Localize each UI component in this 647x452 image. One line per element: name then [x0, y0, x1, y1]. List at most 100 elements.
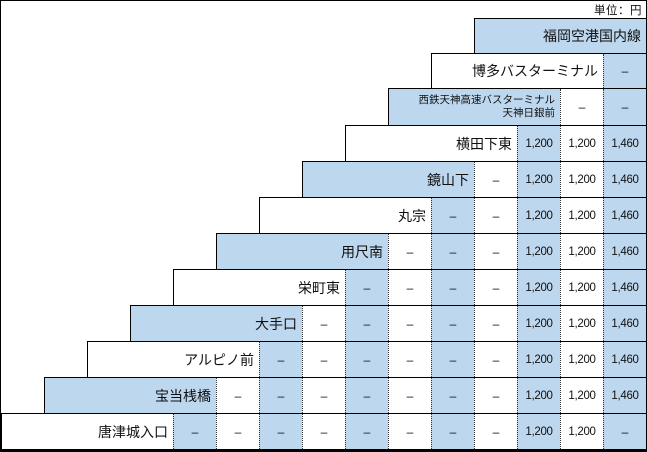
fare-cell: –	[345, 414, 388, 449]
fare-row: 宝当桟橋 – – – – – – –1,200 1,200 1,460	[44, 377, 646, 413]
unit-label: 単位：円	[594, 4, 642, 17]
fare-cell: –	[302, 306, 345, 341]
fare-cell: –	[302, 414, 345, 449]
fare-cell: –	[216, 414, 259, 449]
fare-cell: 1,460	[603, 378, 646, 413]
fare-cell: –	[474, 414, 517, 449]
station-label-cell: 西鉄天神高速バスターミナル 天神日銀前	[389, 89, 560, 125]
station-label: 用尺南	[341, 243, 383, 260]
fare-cell: 1,200	[560, 378, 603, 413]
fare-row: 唐津城入口 – – – – – – – –1,200 1,200–	[1, 413, 646, 449]
fare-cell: –	[388, 270, 431, 305]
fare-cell: –	[259, 342, 302, 377]
station-label-cell: 用尺南	[217, 234, 388, 269]
station-label: 丸宗	[398, 207, 426, 224]
station-label: 唐津城入口	[98, 423, 168, 440]
fare-cell: –	[345, 342, 388, 377]
fare-cell: –	[431, 234, 474, 269]
fare-cell: –	[474, 270, 517, 305]
fare-cell: –	[302, 378, 345, 413]
station-label: 大手口	[255, 315, 297, 332]
station-label-cell: 横田下東	[346, 126, 517, 161]
fare-cell: –	[474, 198, 517, 233]
fare-cell: –	[560, 89, 603, 125]
fare-cell: 1,200	[560, 126, 603, 161]
fare-cell: 1,200	[560, 234, 603, 269]
station-label-cell: 唐津城入口	[2, 414, 173, 449]
fare-cell: 1,200	[517, 162, 560, 197]
fare-cell: 1,200	[560, 162, 603, 197]
station-label-cell: 鏡山下	[303, 162, 474, 197]
fare-row: 横田下東 1,200 1,200 1,460	[345, 125, 646, 161]
fare-cell: 1,200	[517, 198, 560, 233]
fare-cell: –	[345, 378, 388, 413]
fare-row: 丸宗 – –1,200 1,200 1,460	[259, 197, 646, 233]
fare-cell: –	[603, 54, 646, 88]
fare-row: 用尺南 – – –1,200 1,200 1,460	[216, 233, 646, 269]
fare-cell: 1,460	[603, 126, 646, 161]
fare-cell: –	[259, 378, 302, 413]
station-label-cell: 丸宗	[260, 198, 431, 233]
station-label: 鏡山下	[427, 171, 469, 188]
fare-cell: –	[603, 89, 646, 125]
fare-cell: 1,200	[560, 270, 603, 305]
fare-table: 福岡空港国内線 博多バスターミナル – 西鉄天神高速バスターミナル 天神日銀前 – – 横田下…	[1, 18, 646, 449]
fare-row: 大手口 – – – – –1,200 1,200 1,460	[130, 305, 646, 341]
fare-cell: –	[388, 414, 431, 449]
fare-cell: –	[474, 378, 517, 413]
station-label-cell: アルピノ前	[88, 342, 259, 377]
station-sublabel: 天神日銀前	[502, 107, 556, 119]
fare-cell: 1,200	[560, 414, 603, 449]
fare-cell: 1,460	[603, 342, 646, 377]
station-label: 博多バスターミナル	[472, 63, 598, 79]
station-label: 西鉄天神高速バスターミナル	[418, 94, 556, 106]
fare-cell: –	[388, 306, 431, 341]
fare-cell: –	[173, 414, 216, 449]
fare-cell: –	[259, 414, 302, 449]
station-label: 栄町東	[298, 279, 340, 296]
station-label: 福岡空港国内線	[543, 28, 641, 44]
fare-cell: –	[431, 306, 474, 341]
fare-cell: –	[388, 342, 431, 377]
station-label-cell: 博多バスターミナル	[432, 54, 603, 88]
fare-cell: –	[388, 378, 431, 413]
fare-cell: –	[474, 162, 517, 197]
fare-cell: 1,200	[517, 126, 560, 161]
fare-row: 西鉄天神高速バスターミナル 天神日銀前 – –	[388, 88, 646, 125]
fare-cell: 1,460	[603, 162, 646, 197]
fare-cell: 1,460	[603, 198, 646, 233]
fare-cell: –	[431, 198, 474, 233]
fare-cell: 1,460	[603, 306, 646, 341]
fare-cell: –	[474, 306, 517, 341]
fare-cell: –	[388, 234, 431, 269]
station-label-cell: 福岡空港国内線	[475, 19, 646, 53]
fare-cell: –	[431, 414, 474, 449]
fare-cell: 1,200	[517, 342, 560, 377]
fare-cell: –	[345, 306, 388, 341]
fare-cell: 1,200	[517, 306, 560, 341]
station-label-cell: 栄町東	[174, 270, 345, 305]
fare-row: 博多バスターミナル –	[431, 53, 646, 88]
fare-cell: –	[302, 342, 345, 377]
fare-cell: –	[431, 270, 474, 305]
fare-cell: 1,200	[517, 378, 560, 413]
fare-cell: 1,200	[517, 270, 560, 305]
fare-cell: –	[474, 342, 517, 377]
fare-row: 鏡山下 –1,200 1,200 1,460	[302, 161, 646, 197]
station-label-cell: 大手口	[131, 306, 302, 341]
station-label: アルピノ前	[184, 351, 254, 368]
fare-row: 福岡空港国内線	[474, 18, 646, 53]
fare-row: 栄町東 – – – –1,200 1,200 1,460	[173, 269, 646, 305]
station-label: 横田下東	[456, 135, 512, 152]
fare-cell: –	[603, 414, 646, 449]
station-label: 宝当桟橋	[155, 387, 211, 404]
fare-cell: 1,460	[603, 234, 646, 269]
station-label-cell: 宝当桟橋	[45, 378, 216, 413]
fare-cell: 1,200	[517, 414, 560, 449]
fare-row: アルピノ前 – – – – – –1,200 1,200 1,460	[87, 341, 646, 377]
fare-cell: 1,200	[560, 342, 603, 377]
fare-cell: 1,200	[517, 234, 560, 269]
fare-cell: 1,460	[603, 270, 646, 305]
fare-cell: –	[216, 378, 259, 413]
